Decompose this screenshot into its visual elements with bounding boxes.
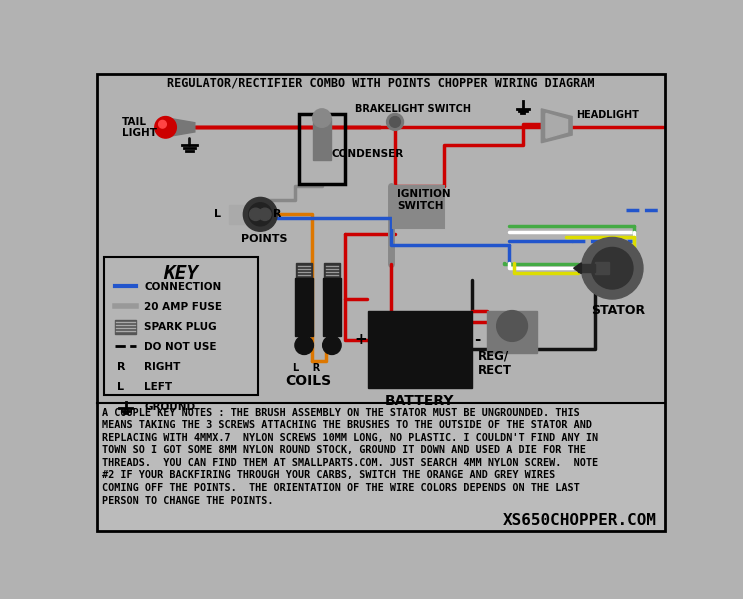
Circle shape (322, 336, 341, 355)
Text: CONDENSER: CONDENSER (332, 149, 404, 159)
Circle shape (581, 237, 643, 299)
Circle shape (259, 208, 271, 220)
Bar (595, 262, 609, 274)
Text: +: + (354, 332, 367, 347)
Circle shape (155, 117, 176, 138)
Polygon shape (542, 109, 572, 143)
Polygon shape (168, 118, 195, 137)
Text: A COUPLE KEY NOTES : THE BRUSH ASSEMBLY ON THE STATOR MUST BE UNGROUNDED. THIS
M: A COUPLE KEY NOTES : THE BRUSH ASSEMBLY … (103, 407, 599, 506)
Text: REGULATOR/RECTIFIER COMBO WITH POINTS CHOPPER WIRING DIAGRAM: REGULATOR/RECTIFIER COMBO WITH POINTS CH… (166, 76, 594, 89)
Bar (299, 114, 345, 183)
Text: RIGHT: RIGHT (144, 362, 181, 372)
Text: COILS: COILS (286, 374, 332, 388)
Circle shape (496, 310, 528, 341)
Text: BATTERY: BATTERY (385, 394, 455, 408)
Polygon shape (577, 264, 595, 272)
Text: REG/
RECT: REG/ RECT (478, 349, 512, 377)
Bar (230, 205, 251, 223)
Text: POINTS: POINTS (241, 234, 288, 244)
Bar (98, 403, 663, 531)
Text: CONNECTION: CONNECTION (144, 282, 221, 292)
Text: STATOR: STATOR (591, 304, 646, 317)
Text: BRAKELIGHT SWITCH: BRAKELIGHT SWITCH (355, 104, 471, 114)
Circle shape (386, 113, 403, 131)
Bar (487, 310, 537, 353)
Bar (394, 186, 444, 228)
Text: L: L (117, 382, 124, 392)
Circle shape (313, 109, 331, 128)
Text: GROUND: GROUND (144, 402, 195, 412)
Text: R: R (273, 209, 282, 219)
Text: L: L (214, 209, 221, 219)
Bar (114, 320, 136, 334)
Circle shape (159, 120, 166, 128)
Text: LEFT: LEFT (144, 382, 172, 392)
Polygon shape (574, 263, 581, 274)
Text: 20 AMP FUSE: 20 AMP FUSE (144, 302, 222, 312)
Bar (104, 257, 258, 395)
Bar (322, 279, 341, 336)
Text: KEY: KEY (163, 264, 198, 283)
Bar (368, 310, 472, 388)
Circle shape (591, 247, 633, 289)
Text: HEADLIGHT: HEADLIGHT (576, 110, 639, 120)
Text: IGNITION
SWITCH: IGNITION SWITCH (398, 189, 451, 210)
Circle shape (249, 203, 272, 226)
Bar (313, 118, 331, 161)
Bar (296, 263, 312, 280)
Text: XS650CHOPPER.COM: XS650CHOPPER.COM (503, 513, 657, 528)
Text: SPARK PLUG: SPARK PLUG (144, 322, 217, 332)
Text: L    R: L R (293, 363, 321, 373)
Polygon shape (546, 113, 568, 138)
Circle shape (250, 208, 262, 220)
Bar (324, 263, 340, 280)
Circle shape (244, 198, 277, 231)
Text: R: R (117, 362, 126, 372)
Circle shape (295, 336, 314, 355)
Text: TAIL
LIGHT: TAIL LIGHT (122, 117, 157, 138)
Bar (295, 279, 314, 336)
Text: -: - (474, 332, 481, 347)
Circle shape (389, 117, 400, 128)
Text: DO NOT USE: DO NOT USE (144, 342, 216, 352)
